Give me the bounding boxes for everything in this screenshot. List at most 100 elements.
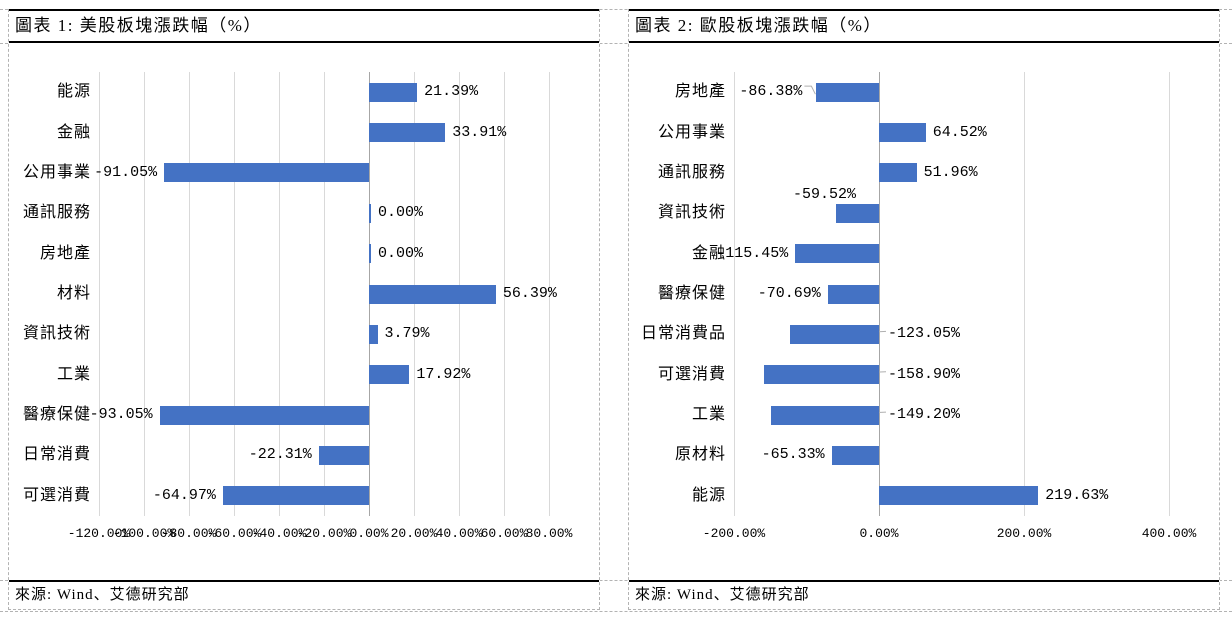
category-label: 日常消費品 [640, 325, 726, 343]
bar [222, 486, 369, 506]
category-label: 房地產 [39, 244, 91, 262]
category-label: 資訊技術 [657, 204, 726, 222]
bar [816, 82, 879, 102]
bar [369, 203, 371, 223]
table-grid-line [0, 611, 1232, 612]
data-label: -93.05% [89, 406, 153, 424]
data-label: -115.45% [716, 244, 789, 262]
axis-tick-label: -80.00% [161, 526, 217, 541]
data-label: 17.92% [416, 365, 471, 383]
category-label: 可選消費 [657, 365, 726, 383]
gridline [1023, 72, 1025, 516]
axis-tick-label: -100.00% [112, 526, 176, 541]
bar [369, 284, 496, 304]
category-label: 材料 [56, 285, 91, 302]
source-note: 來源: Wind、艾德研究部 [9, 580, 599, 609]
gridline [143, 72, 145, 516]
chart-plot-area: -120.00% -100.00% -80.00% -60.00% -40.00% -20… [9, 43, 599, 580]
table-grid-line [0, 43, 1232, 44]
table-grid-line [0, 9, 1232, 10]
leader-line [804, 85, 816, 95]
data-label: -64.97% [152, 486, 216, 504]
axis-tick-label: 0.00% [349, 526, 389, 541]
chart-panel-us: 圖表 1: 美股板塊漲跌幅（%） -120.00% -100.00% -80.00%… [8, 9, 600, 610]
data-label: -65.33% [761, 446, 825, 464]
data-label: -59.52% [792, 185, 856, 203]
axis-tick-label: 40.00% [435, 526, 483, 541]
bar [770, 405, 879, 425]
bar [159, 405, 369, 425]
data-label: 219.63% [1045, 486, 1109, 504]
data-label: 56.39% [502, 285, 557, 302]
bar [369, 365, 410, 385]
category-label: 公用事業 [22, 163, 91, 181]
data-label: 33.91% [452, 123, 507, 141]
gridline [503, 72, 505, 516]
category-label: 原材料 [674, 446, 726, 464]
gridline [278, 72, 280, 516]
bar [318, 445, 369, 465]
category-label: 資訊技術 [22, 325, 91, 343]
gridline [1168, 72, 1170, 516]
data-label: 64.52% [932, 123, 987, 141]
bar [369, 123, 446, 143]
axis-tick-label: 200.00% [996, 526, 1052, 541]
axis-tick-label: 20.00% [390, 526, 438, 541]
bar [789, 324, 879, 344]
bar [835, 203, 879, 223]
gridline [323, 72, 325, 516]
bar [164, 163, 369, 183]
data-label: -22.31% [248, 446, 312, 464]
axis-tick-label: 80.00% [525, 526, 573, 541]
bar [879, 486, 1039, 506]
axis-tick-label: 60.00% [480, 526, 528, 541]
gridline [98, 72, 100, 516]
category-label: 金融 [691, 244, 726, 262]
category-label: 日常消費 [22, 446, 91, 464]
data-label: 0.00% [378, 244, 424, 262]
source-note: 來源: Wind、艾德研究部 [629, 580, 1219, 609]
data-label: -86.38% [739, 83, 803, 101]
bar [879, 163, 917, 183]
category-label: 可選消費 [22, 486, 91, 504]
bar [369, 244, 371, 264]
category-label: 工業 [56, 365, 91, 383]
category-label: 醫療保健 [22, 406, 91, 424]
bar [369, 324, 378, 344]
category-label: 通訊服務 [657, 163, 726, 181]
gridline [188, 72, 190, 516]
axis-tick-label: 0.00% [859, 526, 899, 541]
axis-tick-label: 400.00% [1141, 526, 1197, 541]
data-label: -123.05% [888, 325, 961, 343]
chart-title: 圖表 2: 歐股板塊漲跌幅（%） [629, 9, 1219, 43]
data-label: -70.69% [757, 285, 821, 302]
category-label: 工業 [691, 406, 726, 424]
bar [795, 244, 879, 264]
gridline [548, 72, 550, 516]
category-label: 能源 [56, 83, 91, 101]
category-label: 公用事業 [657, 123, 726, 141]
axis-tick-label: -120.00% [67, 526, 131, 541]
bar [827, 284, 879, 304]
axis-tick-label: -60.00% [206, 526, 262, 541]
chart-panel-eu: 圖表 2: 歐股板塊漲跌幅（%） -200.00% 0.00% 200.00% 400… [628, 9, 1220, 610]
category-label: 能源 [691, 486, 726, 504]
axis-tick-label: -40.00% [251, 526, 307, 541]
gridline [733, 72, 735, 516]
data-label: -158.90% [888, 365, 961, 383]
data-label: -149.20% [888, 406, 961, 424]
chart-plot-area: -200.00% 0.00% 200.00% 400.00% 房地產 -86.38% 公用事… [629, 43, 1219, 580]
data-label: 51.96% [923, 163, 978, 181]
table-grid-line [0, 580, 1232, 581]
axis-tick-label: -200.00% [702, 526, 766, 541]
category-label: 通訊服務 [22, 204, 91, 222]
data-label: -91.05% [94, 163, 158, 181]
data-label: 3.79% [384, 325, 430, 343]
chart-title: 圖表 1: 美股板塊漲跌幅（%） [9, 9, 599, 43]
axis-tick-label: -20.00% [296, 526, 352, 541]
bar [879, 123, 926, 143]
bar [763, 365, 879, 385]
category-label: 金融 [56, 123, 91, 141]
gridline [233, 72, 235, 516]
